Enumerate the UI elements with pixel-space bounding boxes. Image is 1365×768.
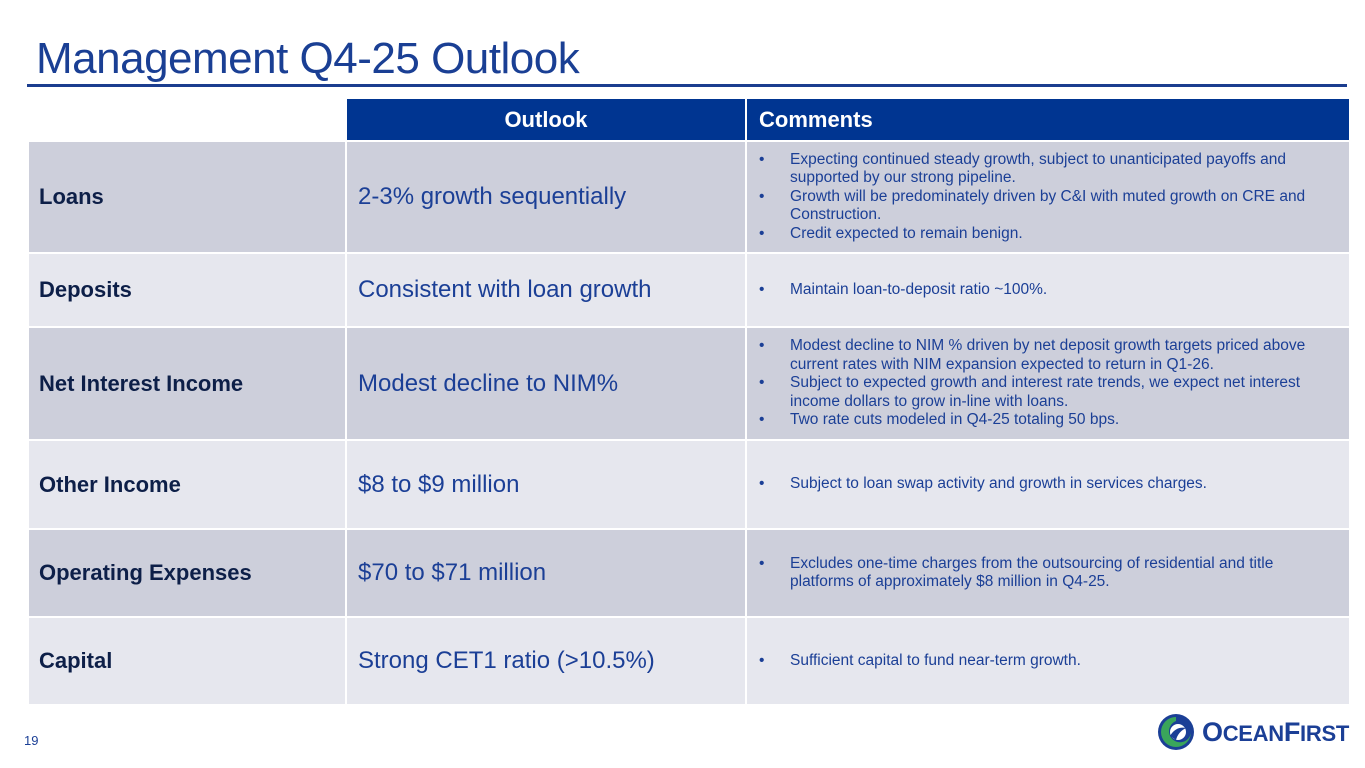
logo-wordmark: OCEANFIRST: [1202, 716, 1349, 747]
header-outlook: Outlook: [345, 99, 745, 140]
row-outlook: Consistent with loan growth: [345, 254, 745, 326]
comment-bullet: Credit expected to remain benign.: [759, 225, 1339, 244]
title-underline: [27, 84, 1347, 87]
row-outlook: 2-3% growth sequentially: [345, 142, 745, 252]
row-label: Loans: [39, 184, 104, 209]
row-comments: Excludes one-time charges from the outso…: [745, 530, 1349, 616]
table-header-row: Outlook Comments: [29, 99, 1349, 140]
header-blank-cell: [29, 99, 345, 140]
row-outlook: $70 to $71 million: [345, 530, 745, 616]
table-row-net-interest-income: Net Interest Income Modest decline to NI…: [29, 326, 1349, 439]
comment-bullet: Subject to expected growth and interest …: [759, 374, 1339, 411]
row-outlook: Strong CET1 ratio (>10.5%): [345, 618, 745, 704]
page-title: Management Q4-25 Outlook: [36, 34, 580, 83]
comment-bullet: Subject to loan swap activity and growth…: [759, 475, 1207, 494]
comment-bullet: Expecting continued steady growth, subje…: [759, 151, 1339, 188]
row-label: Net Interest Income: [39, 370, 244, 396]
comment-bullet: Maintain loan-to-deposit ratio ~100%.: [759, 281, 1047, 300]
row-label: Deposits: [39, 277, 132, 302]
table-row-capital: Capital Strong CET1 ratio (>10.5%) Suffi…: [29, 616, 1349, 704]
comment-bullet: Sufficient capital to fund near-term gro…: [759, 652, 1081, 671]
row-comments: Subject to loan swap activity and growth…: [745, 441, 1349, 528]
row-comments: Expecting continued steady growth, subje…: [745, 142, 1349, 252]
comment-bullet: Two rate cuts modeled in Q4-25 totaling …: [759, 411, 1339, 430]
row-outlook: $8 to $9 million: [345, 441, 745, 528]
row-label: Operating Expenses: [39, 560, 252, 585]
oceanfirst-wave-logo-icon: [1158, 714, 1194, 750]
comment-bullet: Modest decline to NIM % driven by net de…: [759, 337, 1339, 374]
outlook-table: Outlook Comments Loans 2-3% growth seque…: [29, 99, 1349, 704]
table-row-loans: Loans 2-3% growth sequentially Expecting…: [29, 140, 1349, 252]
row-comments: Sufficient capital to fund near-term gro…: [745, 618, 1349, 704]
row-label: Other Income: [39, 471, 181, 497]
table-row-other-income: Other Income $8 to $9 million Subject to…: [29, 439, 1349, 528]
comment-bullet: Excludes one-time charges from the outso…: [759, 555, 1339, 592]
table-row-deposits: Deposits Consistent with loan growth Mai…: [29, 252, 1349, 326]
comment-bullet: Growth will be predominately driven by C…: [759, 188, 1339, 225]
row-comments: Modest decline to NIM % driven by net de…: [745, 328, 1349, 439]
table-row-operating-expenses: Operating Expenses $70 to $71 million Ex…: [29, 528, 1349, 616]
row-comments: Maintain loan-to-deposit ratio ~100%.: [745, 254, 1349, 326]
row-label: Capital: [39, 648, 113, 673]
row-outlook: Modest decline to NIM%: [345, 328, 745, 439]
page-number: 19: [24, 733, 39, 748]
oceanfirst-logo: OCEANFIRST: [1156, 712, 1349, 752]
header-comments: Comments: [745, 99, 1349, 140]
